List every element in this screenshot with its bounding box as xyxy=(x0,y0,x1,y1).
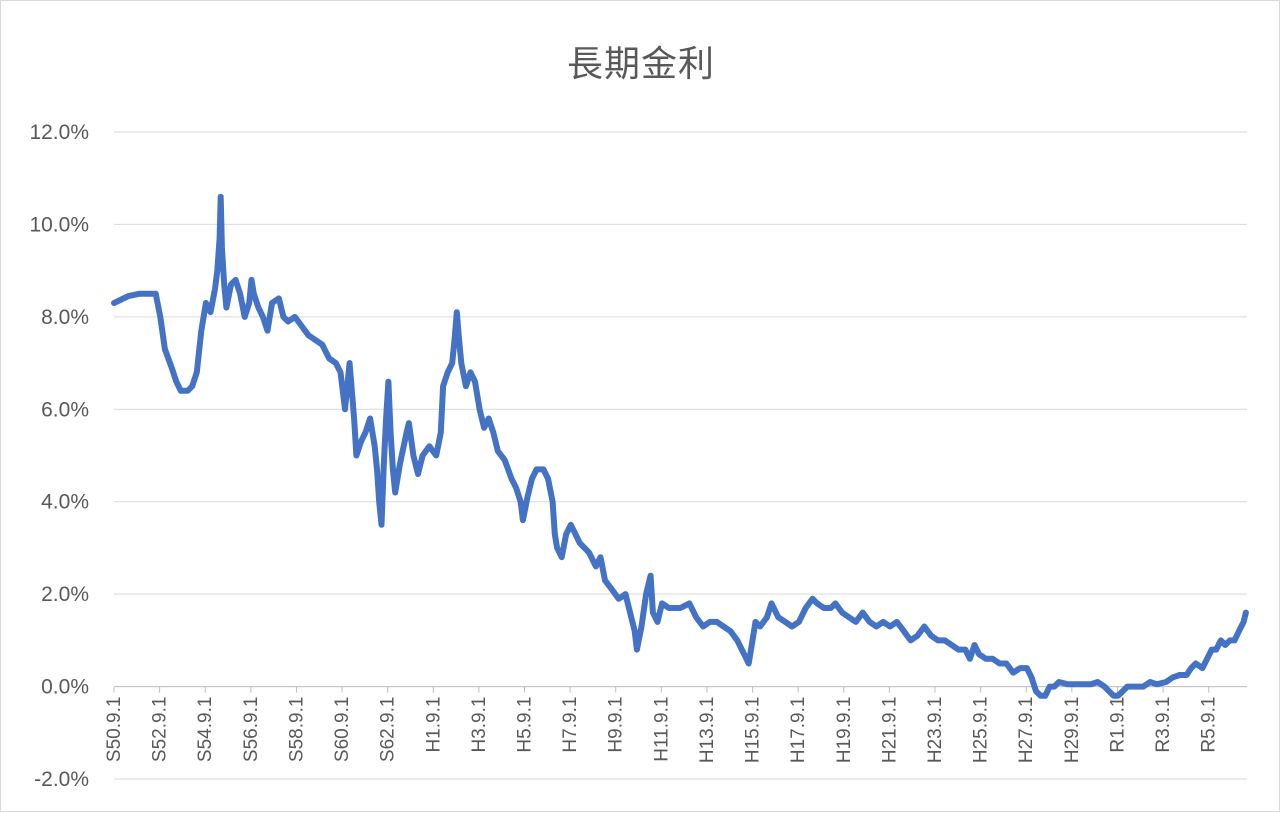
x-tick-label: H13.9.1 xyxy=(697,697,718,764)
y-tick-label: 12.0% xyxy=(29,121,89,144)
x-tick-label: H25.9.1 xyxy=(971,697,992,764)
x-tick-label: S54.9.1 xyxy=(195,697,216,763)
x-tick-label: S60.9.1 xyxy=(332,697,353,763)
x-tick-label: H23.9.1 xyxy=(925,697,946,764)
x-tick-label: H29.9.1 xyxy=(1062,697,1083,764)
chart-title: 長期金利 xyxy=(566,44,715,85)
y-tick-label: 6.0% xyxy=(41,398,89,421)
series-line xyxy=(111,193,1249,699)
y-tick-label: 4.0% xyxy=(41,491,89,514)
x-tick-label: S62.9.1 xyxy=(378,697,399,763)
x-tick-label: S56.9.1 xyxy=(241,697,262,763)
y-tick-label: 2.0% xyxy=(41,583,89,606)
y-tick-label: 8.0% xyxy=(41,306,89,329)
x-tick-label: H11.9.1 xyxy=(651,697,672,762)
x-tick-label: R3.9.1 xyxy=(1153,697,1174,753)
x-tick-label: H27.9.1 xyxy=(1016,697,1037,764)
x-tick-label: H21.9.1 xyxy=(879,697,900,764)
x-tick-label: H15.9.1 xyxy=(743,697,764,764)
x-tick-label: H9.9.1 xyxy=(606,697,627,753)
y-tick-label: -2.0% xyxy=(34,768,89,791)
x-tick-label: S50.9.1 xyxy=(104,697,125,763)
y-tick-label: 10.0% xyxy=(29,213,89,236)
x-tick-label: H7.9.1 xyxy=(560,697,581,753)
x-tick-label: R5.9.1 xyxy=(1199,697,1220,753)
x-tick-label: H19.9.1 xyxy=(834,697,855,764)
x-tick-label: S58.9.1 xyxy=(286,697,307,763)
x-tick-label: H17.9.1 xyxy=(788,697,809,764)
x-tick-label: H1.9.1 xyxy=(423,697,444,753)
x-tick-label: H3.9.1 xyxy=(469,697,490,753)
x-tick-label: R1.9.1 xyxy=(1107,697,1128,753)
y-tick-label: 0.0% xyxy=(41,676,89,699)
x-tick-label: S52.9.1 xyxy=(150,697,171,763)
x-tick-label: H5.9.1 xyxy=(515,697,536,753)
